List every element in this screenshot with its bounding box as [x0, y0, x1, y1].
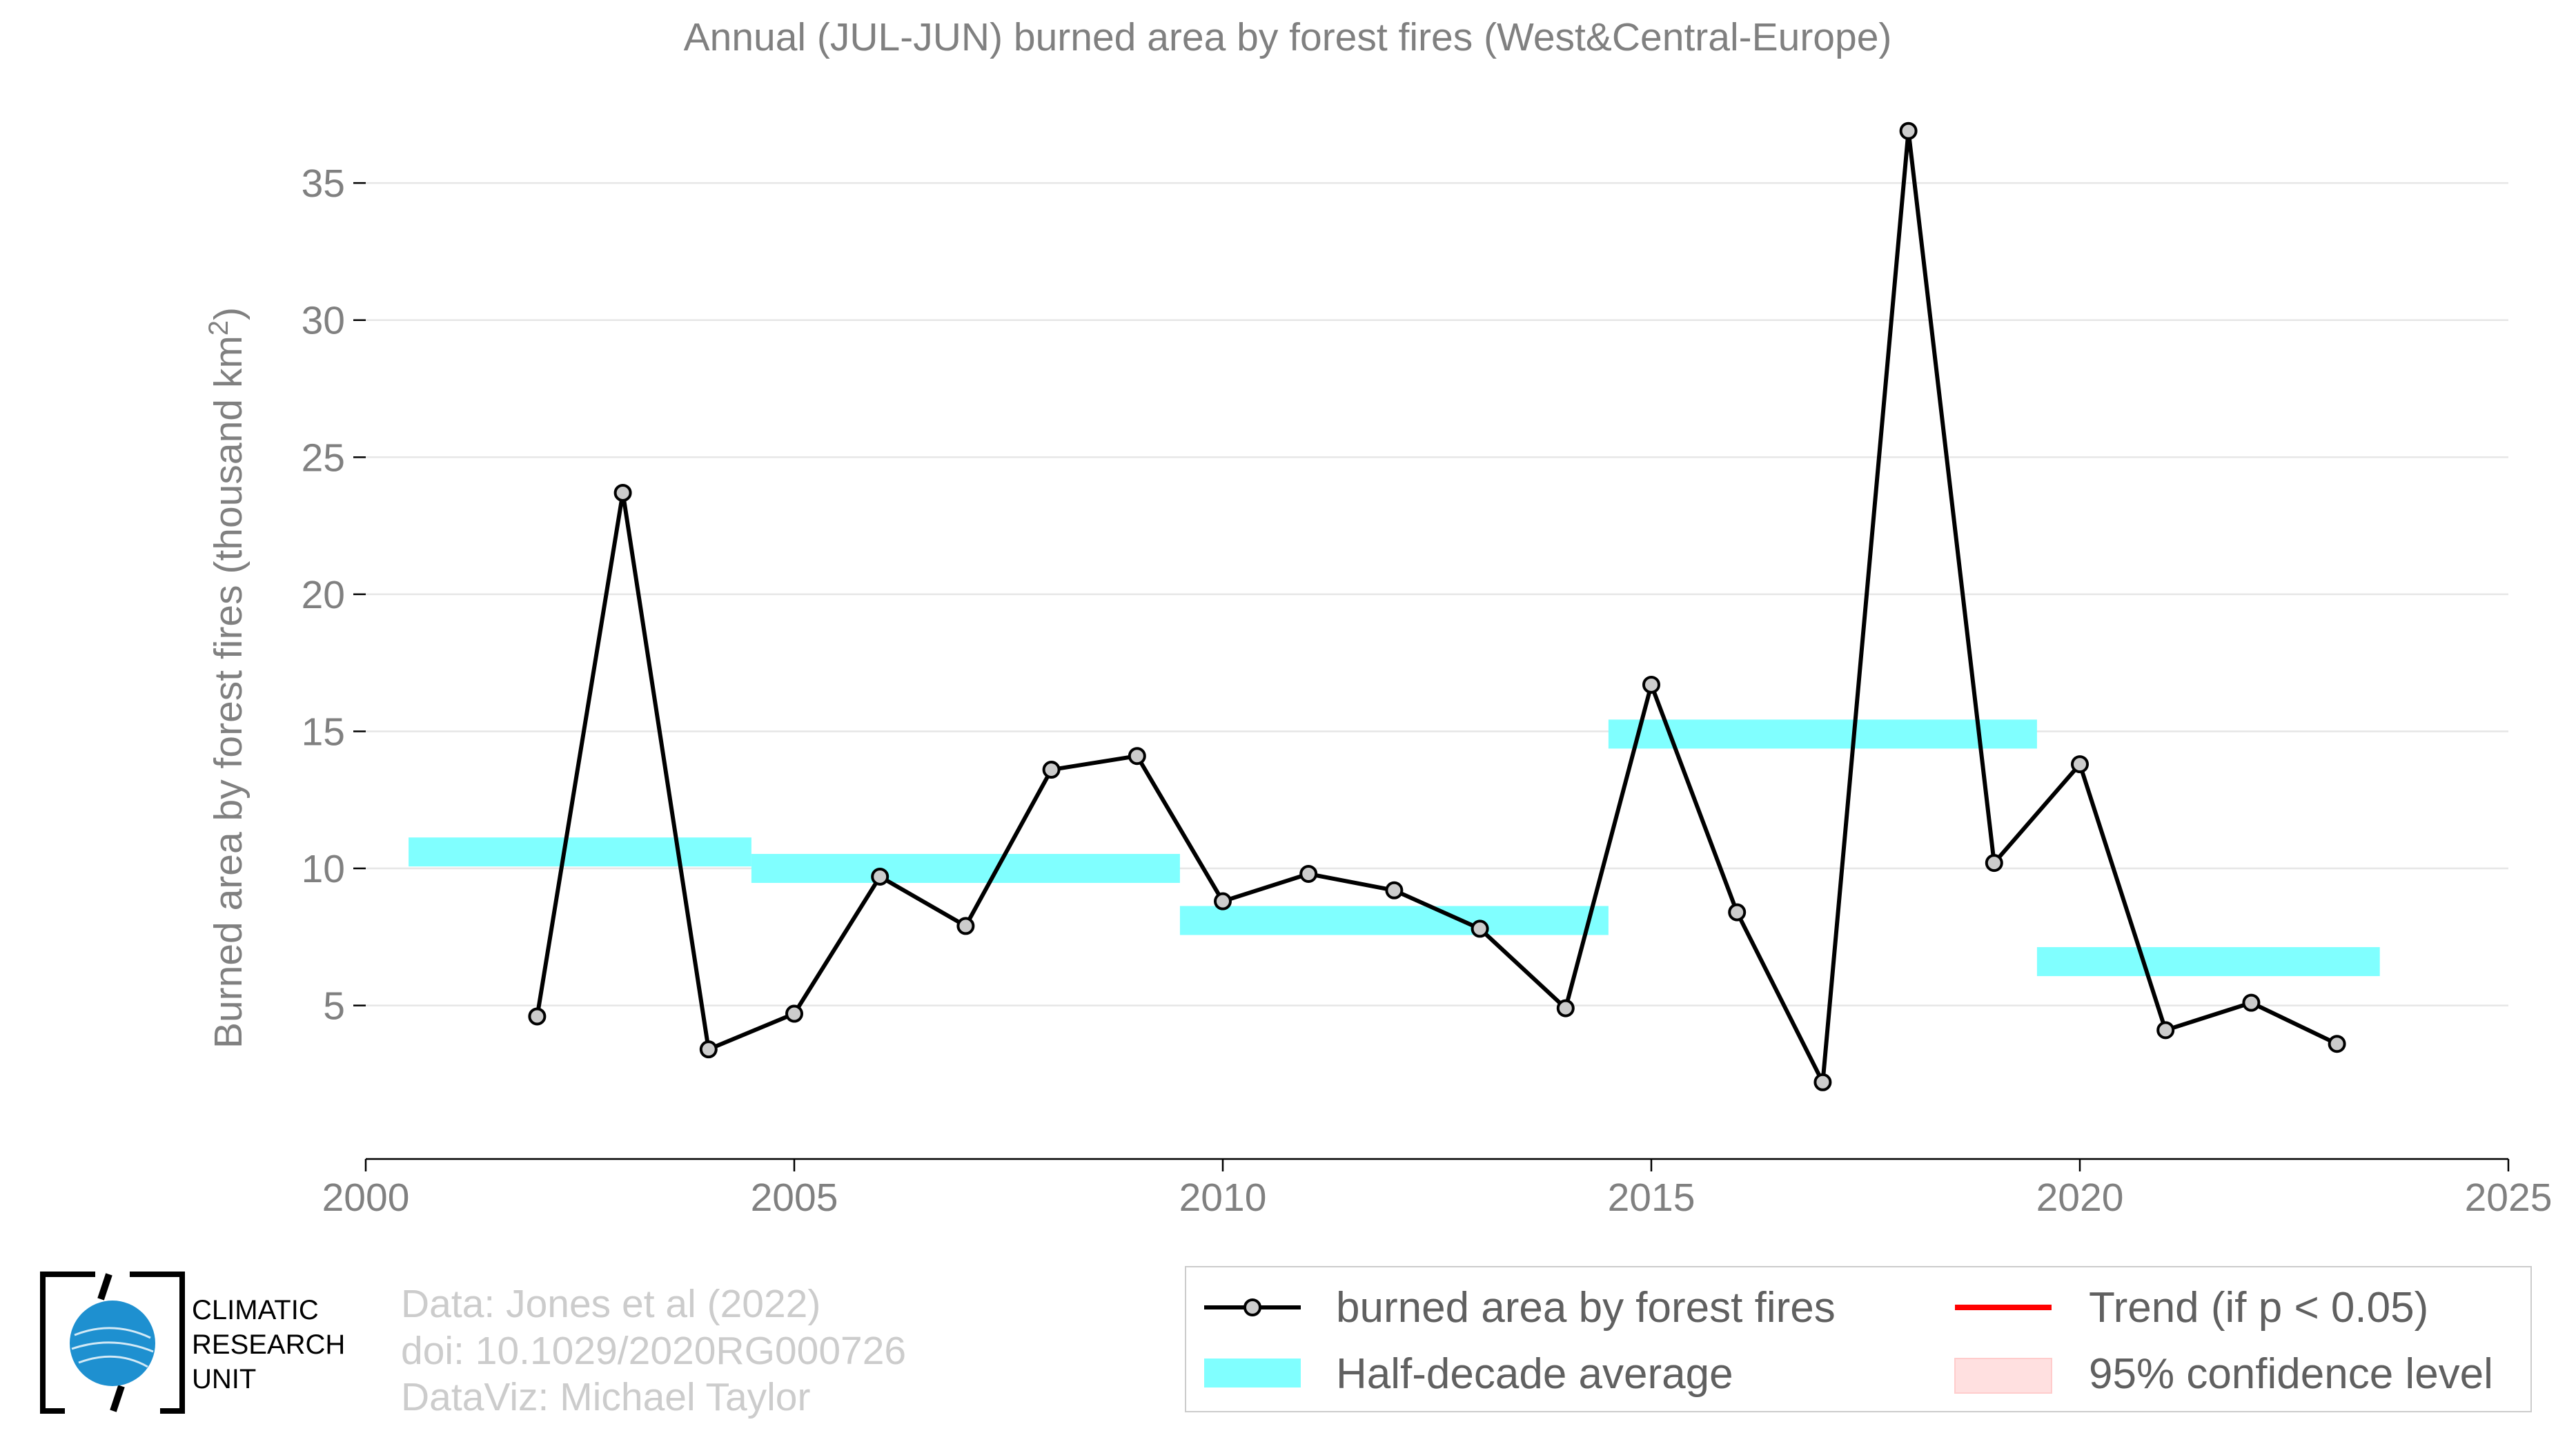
data-point [2242, 993, 2261, 1012]
data-point [2071, 755, 2089, 774]
data-point [1128, 747, 1146, 766]
data-point [1299, 864, 1318, 883]
data-point [785, 1004, 803, 1023]
series-line [535, 128, 2338, 1084]
data-point [528, 1007, 547, 1026]
logo-text-line1: CLIMATIC [192, 1295, 319, 1325]
data-point [1042, 761, 1061, 779]
x-tick-label: 2000 [322, 1176, 410, 1220]
y-tick-label: 35 [302, 162, 345, 206]
x-tick-label: 2015 [1608, 1176, 1695, 1220]
data-point [1642, 675, 1660, 694]
x-tick-label: 2020 [2036, 1176, 2124, 1220]
x-tick-label: 2010 [1179, 1176, 1267, 1220]
data-point [1214, 892, 1232, 910]
data-point [956, 917, 975, 935]
half-decade-band [409, 837, 751, 867]
data-point [1899, 121, 1918, 140]
data-point [699, 1040, 718, 1059]
chart-title: Annual (JUL-JUN) burned area by forest f… [684, 15, 1892, 59]
cru-logo [40, 1272, 185, 1414]
legend-label-series: burned area by forest fires [1336, 1284, 1836, 1332]
gridlines [366, 182, 2508, 1006]
data-point [1728, 903, 1747, 922]
data-point [613, 483, 632, 502]
y-tick-label: 30 [302, 299, 345, 343]
legend-label-trend: Trend (if p < 0.05) [2089, 1284, 2429, 1332]
legend-label-half-decade: Half-decade average [1336, 1350, 1733, 1398]
y-axis-ticks: 5 10 15 20 25 30 35 [302, 162, 366, 1029]
x-axis-ticks: 2000 2005 2010 2015 2020 2025 [322, 1159, 2553, 1220]
y-tick-label: 10 [302, 847, 345, 891]
logo-text-line2: RESEARCH [192, 1330, 346, 1360]
legend-label-confidence: 95% confidence level [2089, 1350, 2493, 1398]
x-tick-label: 2025 [2465, 1176, 2553, 1220]
legend-symbol-series [1204, 1298, 1301, 1316]
legend-symbols [1204, 1298, 2052, 1394]
data-point [1985, 854, 2003, 873]
y-tick-label: 5 [323, 984, 345, 1029]
legend: burned area by forest fires Trend (if p … [1185, 1266, 2532, 1412]
half-decade-band [1608, 719, 2037, 749]
legend-symbol-confidence [1954, 1358, 2052, 1394]
logo-text-line3: UNIT [192, 1364, 257, 1394]
data-point [1813, 1073, 1832, 1091]
data-point [871, 867, 889, 886]
x-tick-label: 2005 [751, 1176, 838, 1220]
data-point [1385, 881, 1404, 899]
data-point [1471, 919, 1489, 938]
half-decade-average-bands [409, 719, 2380, 977]
series-line [535, 128, 2338, 1084]
y-axis-label: Burned area by forest fires (thousand km… [204, 307, 250, 1049]
half-decade-band [2036, 947, 2380, 977]
data-point [2156, 1021, 2175, 1040]
data-point [2328, 1035, 2346, 1053]
credit-dataviz: DataViz: Michael Taylor [401, 1375, 811, 1419]
cru-logo-mark [40, 1272, 185, 1414]
series-points [528, 121, 2346, 1091]
data-point [1556, 999, 1575, 1017]
credit-doi: doi: 10.1029/2020RG000726 [401, 1329, 907, 1373]
credit-data: Data: Jones et al (2022) [401, 1282, 821, 1326]
half-decade-band [751, 854, 1180, 884]
y-tick-label: 15 [302, 710, 345, 754]
y-tick-label: 25 [302, 436, 345, 480]
y-tick-label: 20 [302, 573, 345, 617]
half-decade-band [1179, 906, 1609, 935]
legend-symbol-half-decade [1204, 1359, 1301, 1387]
